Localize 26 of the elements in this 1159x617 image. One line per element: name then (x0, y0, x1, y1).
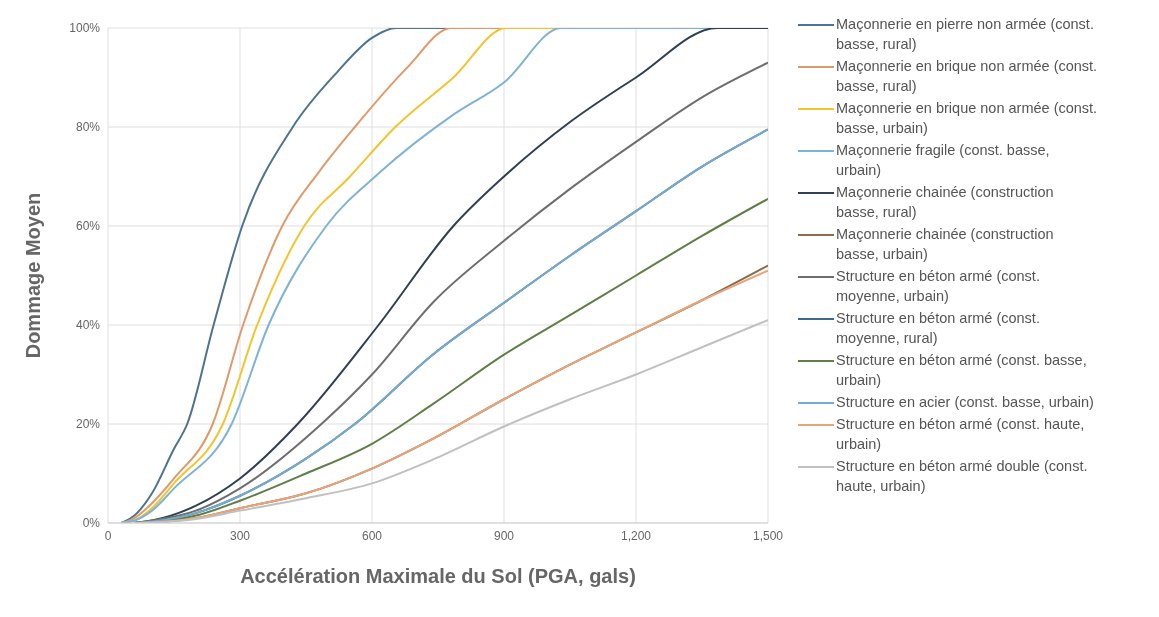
y-tick-label: 20% (75, 417, 101, 432)
y-tick-label: 0% (82, 516, 101, 531)
legend-label: Maçonnerie en brique non armée (const. basse, urbain) (836, 99, 1098, 138)
x-tick-label: 1,500 (752, 528, 784, 543)
legend-label: Structure en béton armé (const. basse, urbain) (836, 351, 1088, 390)
y-tick-label: 60% (75, 219, 101, 234)
legend-label: Maçonnerie chainée (construction basse, urbain) (836, 225, 1055, 264)
legend-label: Maçonnerie fragile (const. basse, urbain) (836, 141, 1051, 180)
legend-label: Structure en béton armé double (const. haute, urbain) (836, 457, 1089, 496)
legend-label: Structure en béton armé (const. moyenne, rural) (836, 309, 1041, 348)
legend-label: Maçonnerie en pierre non armée (const. basse, rural) (836, 15, 1095, 54)
x-tick-label: 600 (361, 528, 383, 543)
x-tick-label: 1,200 (620, 528, 652, 543)
legend-label: Structure en béton armé (const. haute, urbain) (836, 415, 1086, 454)
x-tick-label: 0 (104, 528, 112, 543)
legend-label: Maçonnerie chainée (construction basse, rural) (836, 183, 1055, 222)
y-axis-title: Dommage Moyen (22, 192, 45, 359)
legend-label: Structure en acier (const. basse, urbain) (836, 393, 1094, 412)
y-tick-label: 40% (75, 318, 101, 333)
x-axis-title: Accélération Maximale du Sol (PGA, gals) (240, 565, 636, 587)
legend-label: Maçonnerie en brique non armée (const. basse, rural) (836, 57, 1098, 96)
legend-label: Structure en béton armé (const. moyenne, urbain) (836, 267, 1041, 306)
x-tick-label: 300 (229, 528, 251, 543)
y-tick-label: 100% (69, 21, 101, 36)
x-tick-label: 900 (493, 528, 515, 543)
y-tick-label: 80% (75, 120, 101, 135)
